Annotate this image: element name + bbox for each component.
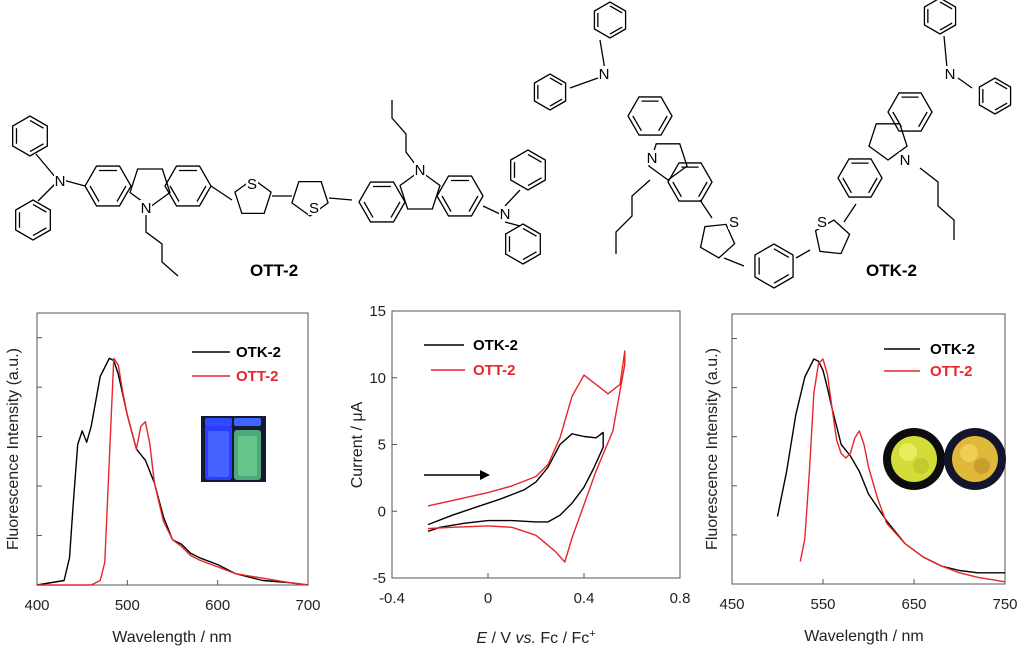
atom-label: S [247,176,257,193]
y-tick-label: 10 [369,370,386,387]
atom-label: S [729,214,739,231]
y-tick-label: 15 [369,303,386,320]
atom-label: N [141,200,152,217]
fluorescence-solution-chart: 400 500 600 700 Wavelength / nm Fluorescenc… [5,312,321,646]
legend-label-ott2: OTT-2 [930,363,973,380]
atom-label: N [647,150,658,167]
vials-photo [201,416,266,482]
x-tick-label: 650 [901,596,926,613]
y-tick-label: 0 [378,503,386,520]
y-tick-label: -5 [373,570,386,587]
cyclic-voltammetry-chart: -0.4 0 0.4 0.8 -5 0 5 10 15 E / V vs. Fc / Fc+ C… [349,303,690,647]
atom-label: S [817,214,827,231]
y-tick-label: 5 [378,437,386,454]
x-tick-label: 450 [719,596,744,613]
legend: OTK-2 OTT-2 [884,341,975,380]
x-tick-label: 0.4 [574,590,595,607]
x-tick-label: 550 [810,596,835,613]
powder-photos [883,428,1006,490]
x-tick-label: 750 [992,596,1017,613]
x-tick-label: -0.4 [379,590,405,607]
x-axis-label: Wavelength / nm [804,628,923,645]
x-tick-label: 400 [24,597,49,614]
legend-label-ott2: OTT-2 [236,368,279,385]
y-axis-label: Fluorescence Intensity (a.u.) [5,348,22,550]
series-line-ott-2 [799,358,1006,583]
series-line-ott-2 [427,350,626,563]
x-tick-label: 700 [295,597,320,614]
legend: OTK-2 OTT-2 [424,337,518,379]
scan-direction-arrow [424,470,490,480]
x-axis-label: Wavelength / nm [112,629,231,646]
x-tick-label: 600 [205,597,230,614]
molecule-label-ott2: OTT-2 [250,261,298,280]
legend-label-otk2: OTK-2 [473,337,518,354]
legend-label-ott2: OTT-2 [473,362,516,379]
atom-label: N [900,152,911,169]
molecule-structure-otk2: N N S S N N [533,0,1012,289]
x-tick-label: 0 [484,590,492,607]
fluorescence-solid-chart: 450 550 650 750 Wavelength / nm Fluorescenc… [704,313,1018,645]
molecule-label-otk2: OTK-2 [866,261,917,280]
molecule-structure-ott2: N N S S N N [12,100,546,277]
atom-label: N [55,173,66,190]
plot-frame [36,312,309,586]
atom-label: N [599,66,610,83]
series-line-otk-2 [36,357,309,586]
series-line-otk-2 [427,431,604,532]
plot-frame [391,310,681,579]
x-tick-label: 500 [115,597,140,614]
atom-label: N [945,66,956,83]
legend-label-otk2: OTK-2 [930,341,975,358]
atom-label: N [500,206,511,223]
y-axis-label: Current / μA [349,401,366,488]
legend-label-otk2: OTK-2 [236,344,281,361]
y-axis-label: Fluorescence Intensity (a.u.) [704,348,721,550]
atom-label: N [415,162,426,179]
plot-frame [731,313,1006,585]
x-axis-label: E / V vs. Fc / Fc+ [476,628,595,647]
x-tick-label: 0.8 [670,590,691,607]
atom-label: S [309,200,319,217]
series-line-ott-2 [37,357,309,586]
legend: OTK-2 OTT-2 [192,344,281,385]
